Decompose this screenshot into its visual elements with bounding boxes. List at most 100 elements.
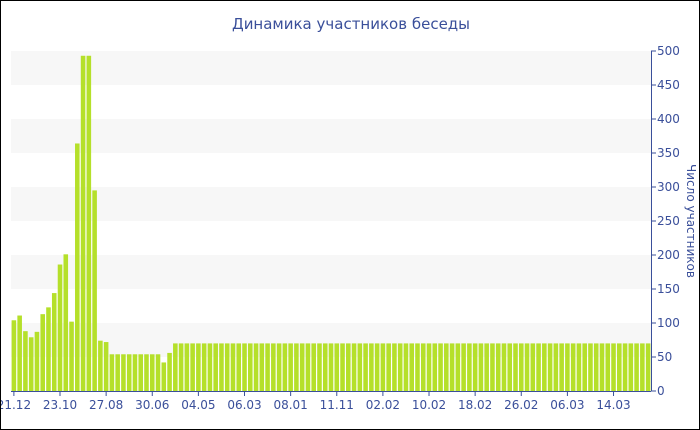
bar bbox=[588, 343, 593, 391]
bar bbox=[98, 340, 103, 391]
x-tick-label: 26.02 bbox=[504, 398, 538, 412]
bar bbox=[507, 343, 513, 391]
bar bbox=[617, 343, 622, 391]
bar bbox=[155, 354, 161, 391]
y-tick-label: 150 bbox=[657, 282, 680, 296]
bar bbox=[397, 343, 403, 391]
bar bbox=[449, 343, 455, 391]
bar bbox=[490, 343, 495, 391]
bar bbox=[611, 343, 616, 391]
bar bbox=[294, 343, 299, 391]
x-tick-label: 30.06 bbox=[135, 398, 169, 412]
bar bbox=[236, 343, 242, 391]
bar bbox=[207, 343, 213, 391]
bar bbox=[69, 321, 74, 391]
bar bbox=[161, 362, 167, 391]
x-tick-label: 04.05 bbox=[181, 398, 215, 412]
x-tick-label: 27.08 bbox=[89, 398, 123, 412]
bar bbox=[46, 307, 51, 391]
bar bbox=[173, 343, 178, 391]
bar bbox=[593, 343, 599, 391]
bar bbox=[190, 343, 195, 391]
bar bbox=[28, 337, 34, 391]
bar bbox=[340, 343, 345, 391]
y-tick-label: 250 bbox=[657, 214, 680, 228]
x-tick-label: 10.02 bbox=[412, 398, 446, 412]
y-tick-label: 450 bbox=[657, 78, 680, 92]
x-tick-label: 06.03 bbox=[550, 398, 584, 412]
bar bbox=[467, 343, 472, 391]
bar bbox=[265, 343, 270, 391]
bar bbox=[513, 343, 518, 391]
bar bbox=[80, 55, 86, 391]
bar bbox=[645, 343, 651, 391]
bar bbox=[224, 343, 230, 391]
bar bbox=[276, 343, 282, 391]
grid-band bbox=[11, 51, 651, 85]
x-tick-label: 02.02 bbox=[366, 398, 400, 412]
bar bbox=[184, 343, 190, 391]
bar bbox=[547, 343, 553, 391]
bar bbox=[299, 343, 305, 391]
bar bbox=[23, 331, 28, 391]
bar bbox=[230, 343, 236, 391]
bar bbox=[432, 343, 438, 391]
x-tick-label: 21.12 bbox=[1, 398, 31, 412]
x-tick-label: 11.11 bbox=[320, 398, 354, 412]
bar bbox=[213, 343, 218, 391]
bar bbox=[559, 343, 564, 391]
bar bbox=[115, 354, 120, 391]
bar bbox=[282, 343, 288, 391]
bar bbox=[132, 354, 138, 391]
y-tick-label: 500 bbox=[657, 44, 680, 58]
bar bbox=[386, 343, 391, 391]
bar bbox=[17, 315, 22, 391]
y-tick-label: 100 bbox=[657, 316, 680, 330]
bar bbox=[322, 343, 328, 391]
bar bbox=[138, 354, 144, 391]
bar bbox=[271, 343, 276, 391]
bar bbox=[392, 343, 397, 391]
bar bbox=[565, 343, 570, 391]
bar bbox=[622, 343, 628, 391]
bar bbox=[92, 190, 97, 391]
bar bbox=[167, 352, 172, 391]
x-tick-label: 23.10 bbox=[43, 398, 77, 412]
x-tick-label: 14.03 bbox=[596, 398, 630, 412]
bar bbox=[305, 343, 311, 391]
bar bbox=[472, 343, 478, 391]
bar bbox=[242, 343, 247, 391]
bar bbox=[317, 343, 322, 391]
bar bbox=[311, 343, 316, 391]
bar bbox=[121, 354, 126, 391]
grid-band bbox=[11, 119, 651, 153]
bar bbox=[40, 314, 45, 391]
bar bbox=[86, 55, 92, 391]
bar bbox=[576, 343, 582, 391]
bar bbox=[553, 343, 559, 391]
bar bbox=[201, 343, 207, 391]
bar bbox=[599, 343, 605, 391]
bar bbox=[518, 343, 524, 391]
bar bbox=[542, 343, 547, 391]
x-tick-label: 18.02 bbox=[458, 398, 492, 412]
bar bbox=[75, 143, 80, 391]
bar bbox=[144, 354, 149, 391]
bar bbox=[409, 343, 415, 391]
bar bbox=[178, 343, 184, 391]
bar bbox=[126, 354, 132, 391]
bar bbox=[461, 343, 466, 391]
bar bbox=[415, 343, 420, 391]
bar bbox=[328, 343, 334, 391]
bar bbox=[570, 343, 576, 391]
bar bbox=[196, 343, 201, 391]
bar bbox=[351, 343, 357, 391]
chart-title: Динамика участников беседы bbox=[231, 15, 471, 33]
grid-band bbox=[11, 187, 651, 221]
bar bbox=[103, 342, 109, 391]
bar bbox=[248, 343, 253, 391]
bar bbox=[34, 331, 40, 391]
bar bbox=[369, 343, 374, 391]
